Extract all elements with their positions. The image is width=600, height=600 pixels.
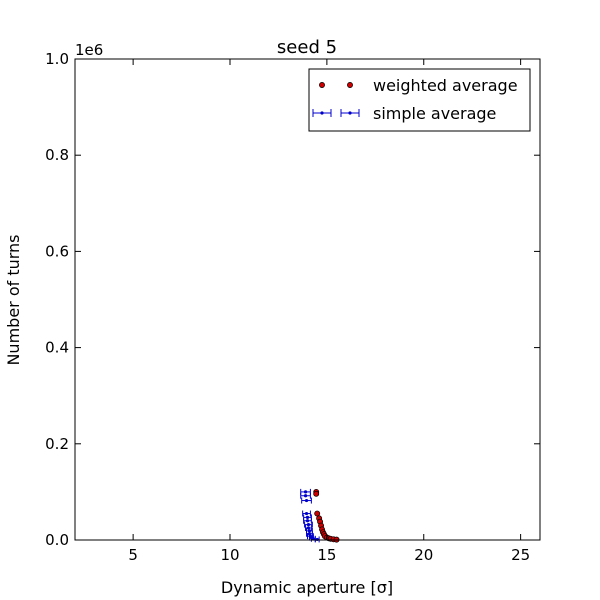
y-axis-label: Number of turns [4,234,23,365]
point-weighted-average [314,510,321,517]
point-simple-average [305,515,310,519]
point-simple-average [307,529,312,533]
x-tick-label: 25 [511,546,530,564]
point-simple-average [305,519,310,523]
y-tick-label: 0.0 [45,531,69,549]
plot-layer [300,488,340,543]
legend-marker-simple-dot [348,111,352,115]
point-simple-average [315,537,319,542]
legend-marker-weighted [319,82,325,88]
legend-label-weighted: weighted average [373,76,518,95]
y-offset-label: 1e6 [75,41,103,59]
plot-frame [74,58,541,541]
legend-marker-weighted [347,82,353,88]
point-simple-average [306,523,311,527]
x-tick-label: 20 [414,546,433,564]
x-tick-label: 10 [220,546,239,564]
point-simple-average [303,494,308,498]
x-axis-label: Dynamic aperture [σ] [221,578,393,597]
y-tick-label: 1.0 [45,50,69,68]
point-simple-average [306,526,311,530]
legend-label-simple: simple average [373,104,496,123]
chart-title: seed 5 [277,37,337,58]
legend-box [308,68,531,132]
x-axis: 5 10 15 20 25 [128,59,530,564]
y-tick-label: 0.2 [45,435,69,453]
x-tick-label: 5 [128,546,138,564]
legend: weighted average simple average [308,68,531,132]
point-simple-average [303,490,308,494]
x-tick-label: 15 [317,546,336,564]
point-simple-average [304,498,309,503]
legend-marker-simple-dot [320,111,324,115]
point-weighted-average [313,490,320,497]
point-simple-average [307,532,312,536]
y-tick-label: 0.6 [45,242,69,260]
point-simple-average [304,511,309,516]
y-tick-label: 0.8 [45,146,69,164]
y-axis: 0.0 0.2 0.4 0.6 0.8 1.0 [45,50,540,549]
y-tick-label: 0.4 [45,339,69,357]
